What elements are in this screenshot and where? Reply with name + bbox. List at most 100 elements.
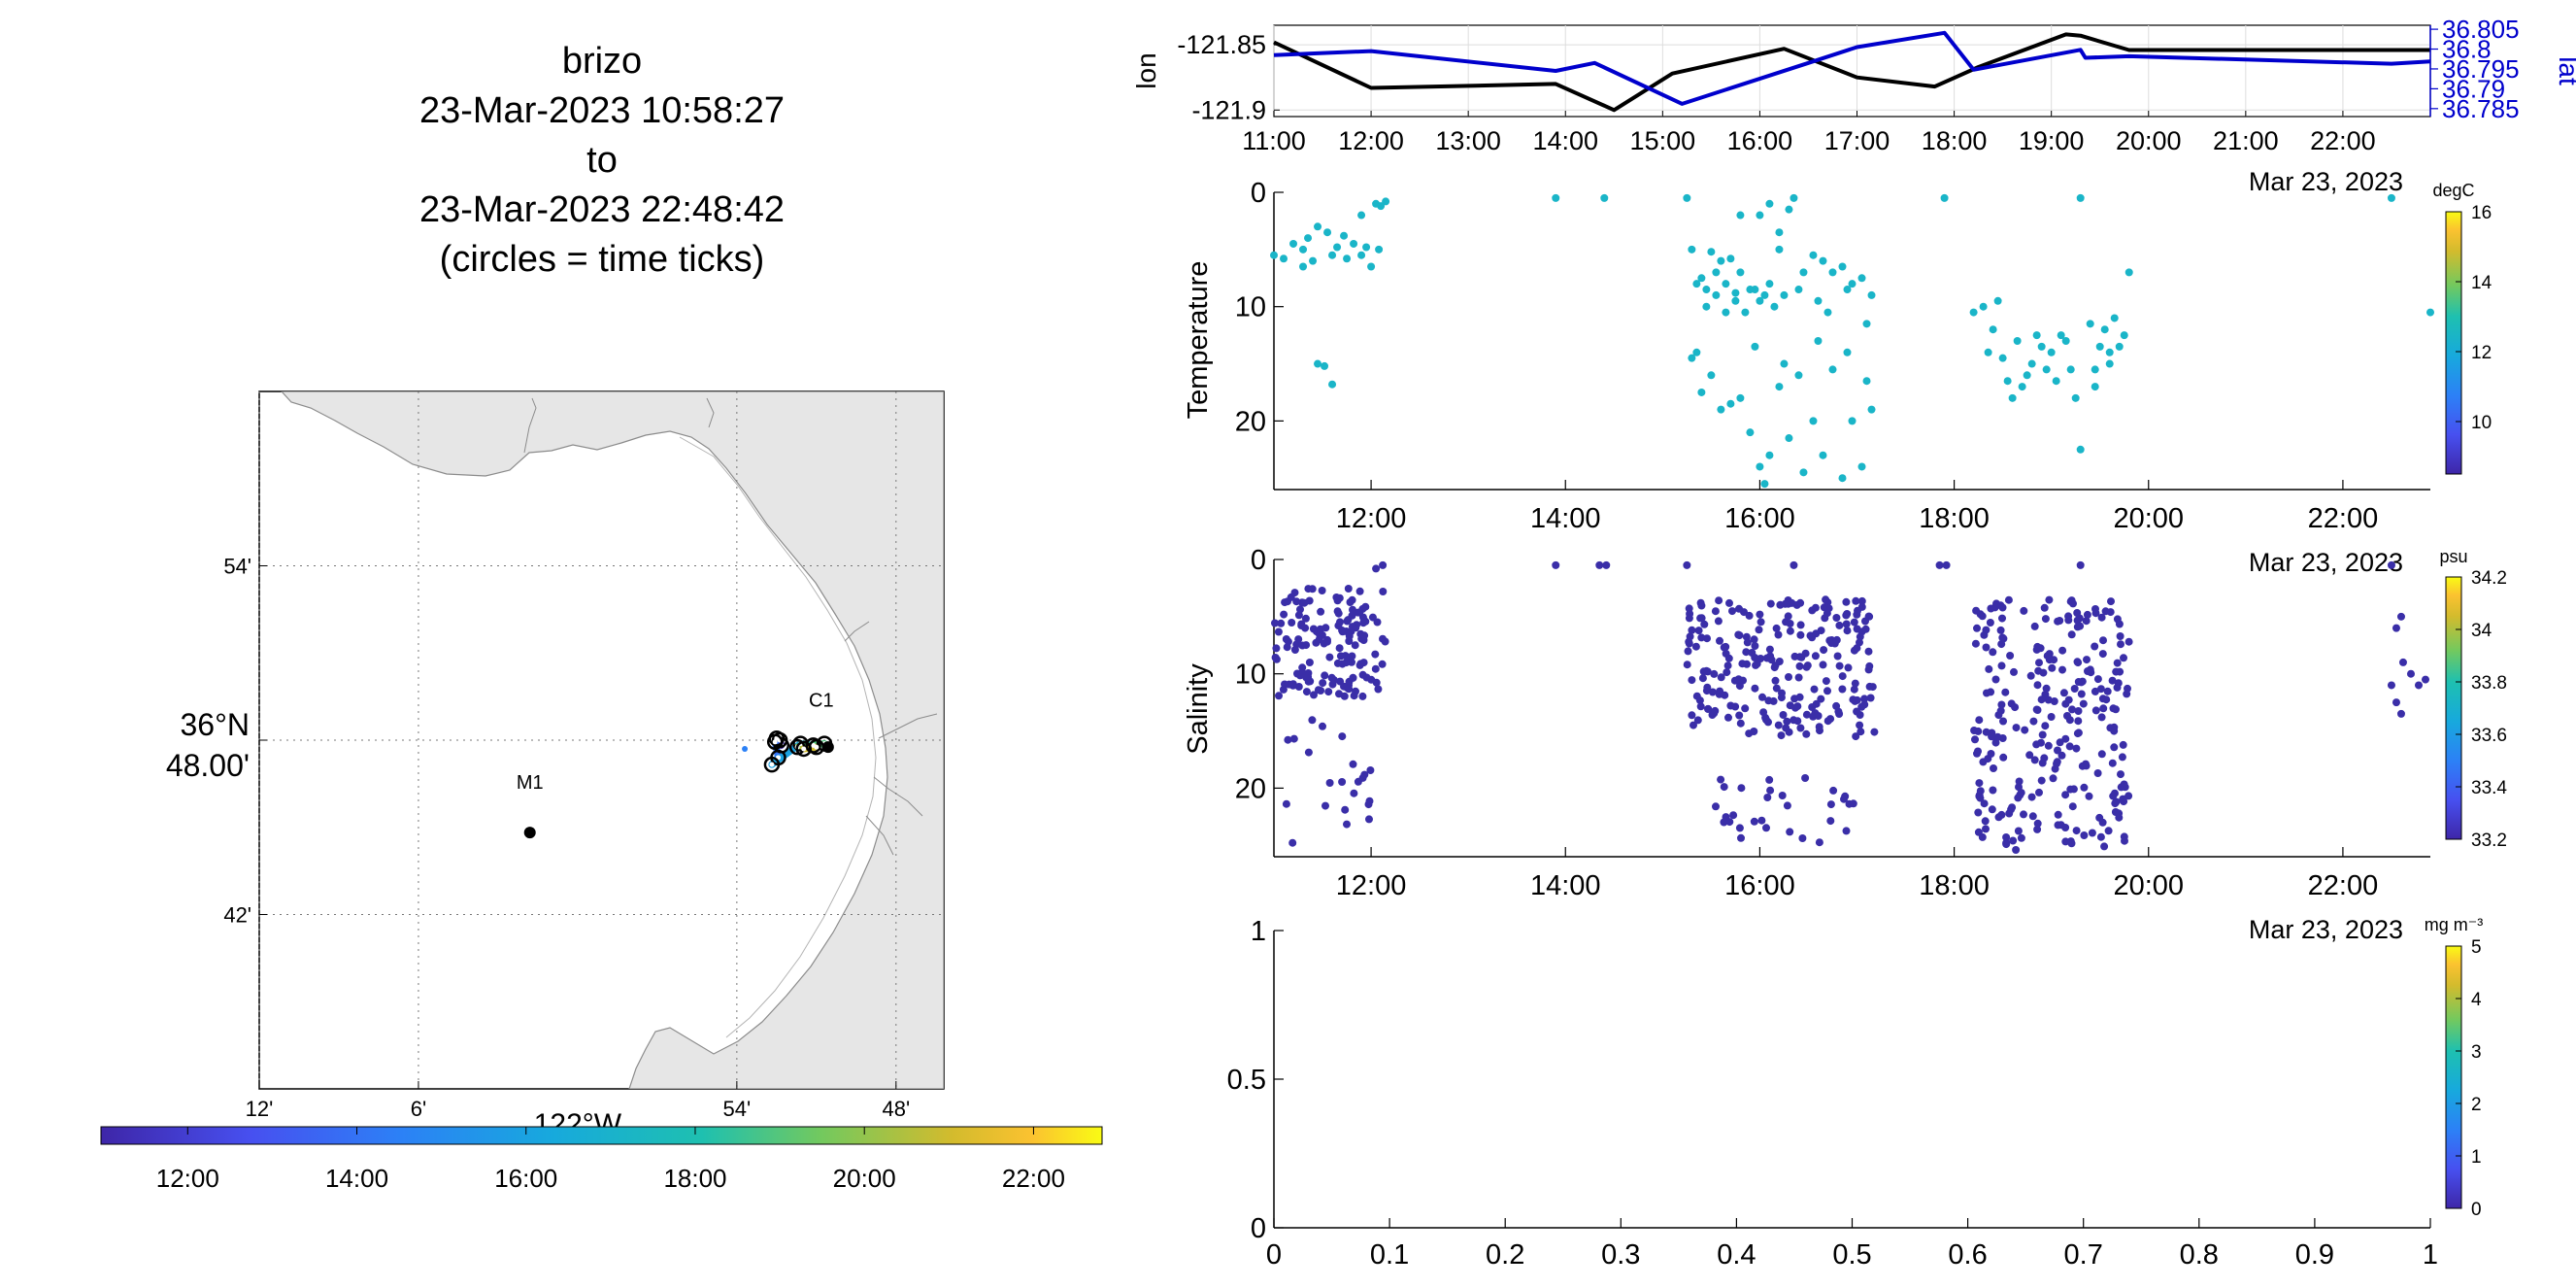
position-x-tick-label: 13:00 <box>1435 126 1501 155</box>
salinity-point <box>2033 819 2042 828</box>
salinity-point <box>1870 728 1879 736</box>
salinity-point <box>2098 818 2107 827</box>
salinity-point <box>1770 663 1779 672</box>
time-colorbar-gradient <box>100 1126 1103 1145</box>
salinity-point <box>1315 635 1323 644</box>
salinity-point <box>2074 659 2083 667</box>
temperature-point <box>1765 280 1774 288</box>
salinity-point <box>1783 801 1791 810</box>
salinity-point <box>1308 716 1317 725</box>
salinity-point <box>1351 641 1359 650</box>
salinity-point <box>2020 606 2028 615</box>
salinity-point <box>1856 711 1864 719</box>
salinity-point <box>1998 633 2007 642</box>
salinity-point <box>2002 833 2011 841</box>
chlorophyll-x-tick-label: 0.5 <box>1832 1239 1871 1271</box>
salinity-point <box>1864 612 1873 621</box>
salinity-point <box>2091 706 2100 715</box>
salinity-point <box>1314 686 1322 695</box>
temperature-point <box>1717 405 1725 414</box>
salinity-point <box>1991 603 1999 612</box>
salinity-point <box>1358 670 1367 679</box>
salinity-point <box>1372 678 1381 687</box>
position-x-tick-label: 17:00 <box>1824 126 1890 155</box>
temperature-point <box>1814 296 1823 305</box>
salinity-point <box>1328 680 1337 689</box>
map-lat-tick-label: 36°N <box>181 707 251 742</box>
salinity-point <box>1685 639 1693 648</box>
salinity-point <box>1766 599 1775 608</box>
salinity-point <box>1763 794 1772 801</box>
salinity-point <box>2074 729 2083 737</box>
temperature-point <box>2110 314 2119 322</box>
chlorophyll-x-tick-label: 0 <box>1266 1239 1282 1271</box>
salinity-point <box>1352 687 1359 695</box>
salinity-point <box>1359 619 1368 627</box>
salinity-point <box>2064 612 2073 621</box>
salinity-point <box>1288 838 1297 847</box>
temperature-point <box>1314 359 1322 368</box>
salinity-point <box>1305 659 1314 666</box>
salinity-point <box>1820 646 1828 655</box>
temperature-point <box>1382 197 1390 206</box>
salinity-point <box>2030 622 2039 630</box>
salinity-point <box>1974 727 1983 735</box>
salinity-point <box>1833 652 1842 661</box>
salinity-point <box>1725 598 1733 607</box>
position-x-tick-label: 19:00 <box>2019 126 2085 155</box>
salinity-point <box>2114 679 2123 688</box>
salinity-point <box>1976 794 1985 802</box>
salinity-point <box>2387 681 2395 690</box>
salinity-point <box>2396 612 2405 621</box>
salinity-point <box>2049 774 2057 783</box>
salinity-point <box>1318 587 1326 594</box>
temperature-point <box>1299 262 1308 271</box>
salinity-point <box>1284 637 1292 646</box>
salinity-point <box>2124 684 2131 693</box>
temperature-point <box>1756 296 1764 305</box>
temperature-point <box>1707 371 1716 380</box>
chlorophyll-colorbar-tick-label: 3 <box>2471 1042 2482 1063</box>
temperature-point <box>2115 342 2124 351</box>
salinity-point <box>2067 630 2076 639</box>
temperature-point <box>2086 320 2094 328</box>
salinity-point <box>1796 724 1805 732</box>
salinity-point <box>1860 695 1869 703</box>
temperature-colorbar-ticks: 10 12 14 16 <box>2456 203 2492 433</box>
salinity-point <box>1723 668 1731 677</box>
salinity-point <box>1750 817 1758 826</box>
salinity-x-tick-label: 14:00 <box>1530 870 1601 901</box>
title-to: to <box>586 140 618 181</box>
salinity-point <box>1274 627 1283 636</box>
salinity-point <box>1365 815 1373 824</box>
temperature-point <box>1722 308 1730 317</box>
salinity-point <box>1978 832 1987 841</box>
salinity-point <box>2100 842 2109 851</box>
salinity-point <box>1365 797 1374 805</box>
temperature-point <box>1731 288 1740 297</box>
salinity-point <box>2120 654 2127 662</box>
river-2 <box>706 397 715 428</box>
temperature-point <box>1775 383 1784 391</box>
salinity-point <box>1821 614 1829 623</box>
temperature-x-tick-label: 20:00 <box>2113 503 2184 534</box>
time-colorbar-tick-label: 18:00 <box>663 1164 726 1193</box>
temperature-point <box>1741 308 1750 317</box>
time-colorbar-tick-label: 14:00 <box>325 1164 388 1193</box>
salinity-point <box>1823 687 1831 695</box>
position-x-tick-label: 21:00 <box>2213 126 2279 155</box>
salinity-point <box>2072 827 2081 835</box>
time-colorbar-tick-label: 16:00 <box>494 1164 557 1193</box>
chlorophyll-panel: 0 0.5 1 0 0.1 0.2 0.3 0.4 0.5 0.6 0.7 0.8 0.9 1 mg m⁻… <box>1227 915 2484 1271</box>
salinity-point <box>2061 791 2070 799</box>
salinity-point <box>1729 811 1738 820</box>
temperature-point <box>1736 268 1745 277</box>
salinity-point <box>1819 661 1827 669</box>
salinity-point <box>1302 641 1311 650</box>
salinity-point <box>1333 596 1342 605</box>
salinity-point <box>1756 618 1765 627</box>
salinity-point <box>1793 702 1802 711</box>
salinity-point <box>1866 694 1875 702</box>
salinity-point <box>1835 661 1844 670</box>
temperature-point <box>1357 211 1366 220</box>
